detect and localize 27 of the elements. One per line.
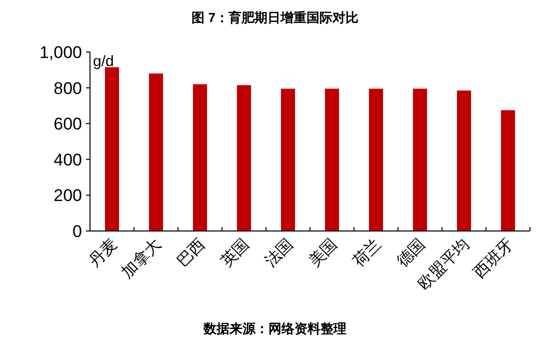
bar <box>148 73 164 231</box>
y-tick-label: 600 <box>54 114 82 134</box>
x-tick-label: 美国 <box>305 235 341 270</box>
x-tick-label: 西班牙 <box>470 235 517 282</box>
y-tick-label: 400 <box>54 150 82 170</box>
bar <box>368 88 384 231</box>
bar <box>324 88 340 231</box>
bar <box>236 85 252 231</box>
x-tick-label: 法国 <box>261 235 297 270</box>
x-tick-label: 英国 <box>217 235 253 270</box>
bar <box>456 90 472 231</box>
bar <box>412 88 428 231</box>
y-tick-label: 1,000 <box>39 43 82 62</box>
bar <box>192 84 208 231</box>
x-tick-label: 丹麦 <box>85 235 121 270</box>
x-tick-label: 巴西 <box>174 236 209 270</box>
y-tick-label: 0 <box>72 222 82 241</box>
x-tick-label: 加拿大 <box>118 235 165 282</box>
y-axis-title: g/d <box>93 53 114 70</box>
y-tick-label: 800 <box>54 78 82 98</box>
x-tick-label: 德国 <box>394 236 429 270</box>
y-tick-label: 200 <box>54 186 82 206</box>
x-tick-label: 荷兰 <box>349 235 385 270</box>
source-note: 数据来源：网络资料整理 <box>202 321 346 336</box>
chart-title: 图 7：育肥期日增重国际对比 <box>192 10 358 25</box>
bar <box>500 110 516 231</box>
bar <box>280 88 296 231</box>
